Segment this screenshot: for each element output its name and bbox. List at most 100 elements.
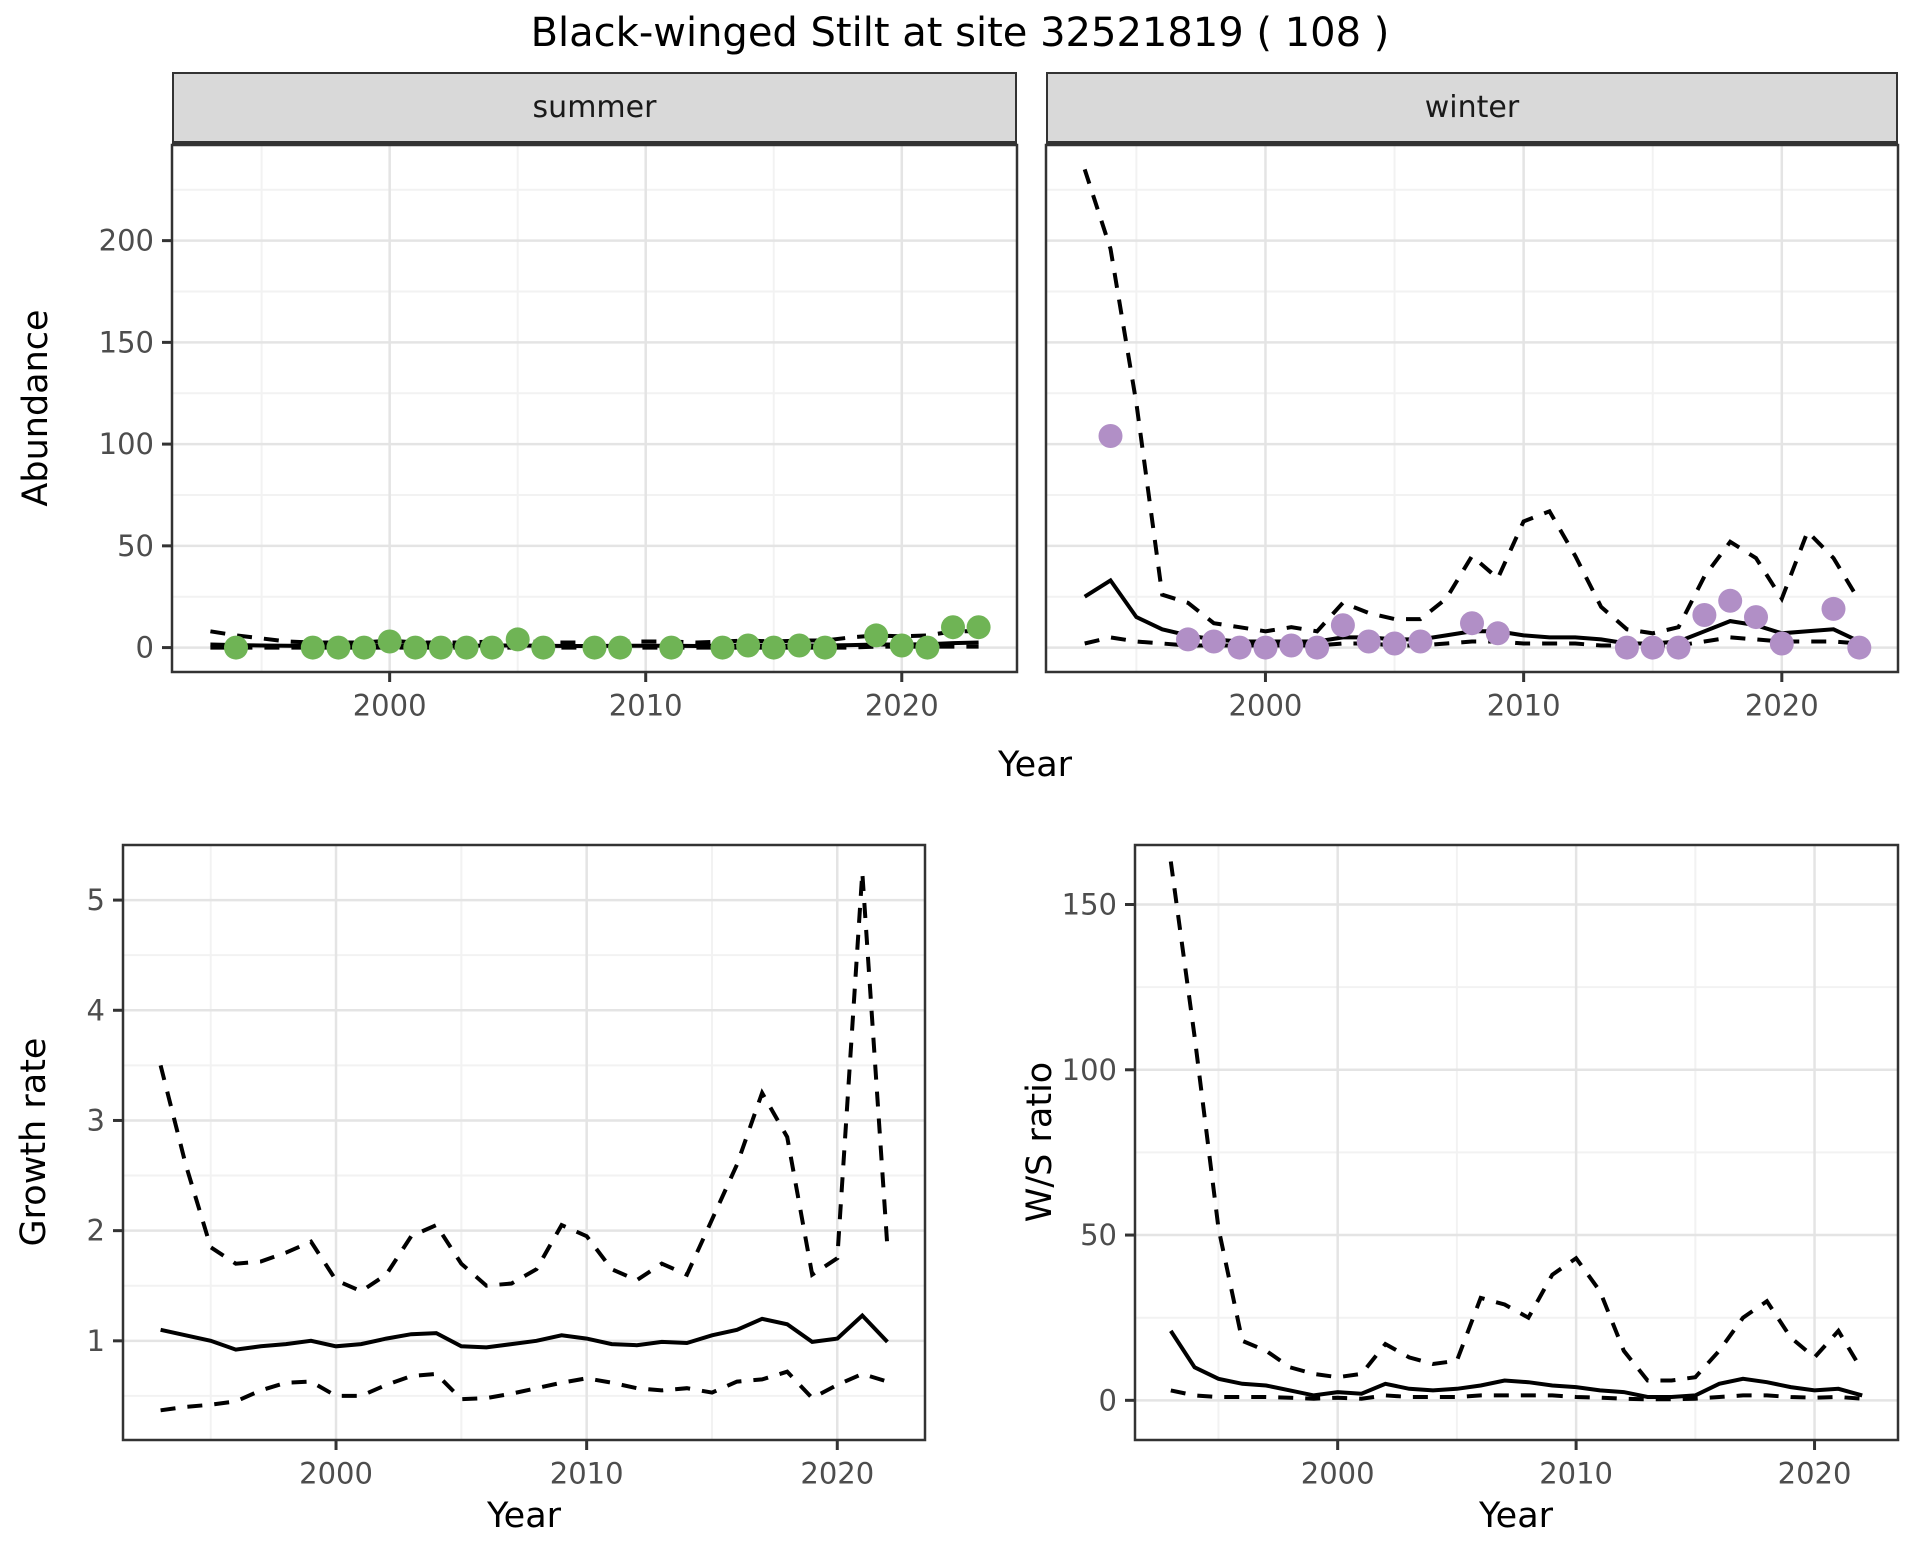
- abundance-summer-observed-counts-point: [736, 633, 761, 658]
- abundance-summer-observed-counts-point: [710, 635, 735, 660]
- growth-rate-lower-ci-line: [160, 1369, 888, 1413]
- abundance-winter-observed-counts-point: [1692, 603, 1717, 627]
- ws-ratio-panel-bg: [1135, 845, 1898, 1440]
- abundance-winter-observed-counts-point: [1201, 629, 1226, 654]
- abundance-winter-observed-counts-point: [1253, 635, 1278, 660]
- abundance-winter-x-tick-label: 2000: [1229, 689, 1303, 723]
- abundance-summer-observed-counts-point: [864, 623, 889, 648]
- abundance-summer-observed-counts-point: [608, 635, 633, 660]
- abundance-summer-observed-counts-point: [377, 629, 402, 654]
- facet-strip-summer-label: summer: [532, 90, 657, 125]
- abundance-winter-observed-counts-point: [1408, 629, 1433, 654]
- growth-rate-y-tick-label: 3: [87, 1103, 105, 1137]
- abundance-winter-panel-border: [1044, 143, 1900, 674]
- abundance-summer-observed-counts-point: [352, 635, 376, 660]
- ws-ratio-y-tick-label: 150: [1062, 888, 1117, 922]
- abundance-winter-observed-counts-point: [1744, 605, 1768, 630]
- abundance-winter-observed-counts-point: [1821, 596, 1846, 621]
- growth-rate-y-tick-label: 1: [87, 1324, 105, 1358]
- abundance-winter-observed-counts-point: [1460, 611, 1484, 636]
- abundance-summer-y-tick-label: 100: [99, 427, 154, 461]
- growth-rate-x-tick-label: 2000: [299, 1457, 373, 1491]
- ws-ratio-x-tick-label: 2010: [1539, 1457, 1613, 1491]
- ws-ratio-model-fit-line: [1169, 1329, 1863, 1399]
- growth-rate-y-tick-label: 4: [87, 993, 105, 1027]
- abundance-summer-observed-counts-point: [659, 635, 684, 660]
- abundance-winter-observed-counts-point: [1485, 621, 1510, 646]
- abundance-summer-observed-counts-point: [889, 633, 914, 658]
- abundance-winter-x-tick-label: 2020: [1745, 689, 1819, 723]
- abundance-summer-observed-counts-point: [915, 635, 940, 660]
- abundance-summer-observed-counts-point: [941, 615, 965, 640]
- abundance-summer-observed-counts-point: [966, 615, 991, 640]
- abundance-summer-x-tick-label: 2010: [609, 689, 683, 723]
- ws-ratio-x-tick-label: 2020: [1778, 1457, 1852, 1491]
- abundance-winter-observed-counts-point: [1279, 633, 1304, 658]
- abundance-winter-observed-counts-point: [1382, 631, 1407, 656]
- ws-ratio-y-tick-label: 50: [1080, 1218, 1117, 1252]
- abundance-winter-x-tick-label: 2010: [1487, 689, 1561, 723]
- ws-ratio-y-tick-label: 0: [1099, 1383, 1117, 1417]
- abundance-summer-observed-counts-point: [300, 635, 325, 660]
- abundance-summer-y-tick-label: 0: [136, 631, 154, 665]
- abundance-winter-observed-counts-point: [1305, 635, 1330, 660]
- abundance-winter-lower-ci-line: [1084, 635, 1860, 648]
- abundance-winter-observed-counts-point: [1098, 424, 1123, 448]
- ws-year-axis-title: Year: [1478, 1496, 1554, 1536]
- abundance-summer-observed-counts-point: [505, 627, 530, 652]
- ws-ratio-upper-ci-line: [1168, 861, 1864, 1383]
- abundance-summer-observed-counts-point: [582, 635, 607, 660]
- abundance-winter-observed-counts-point: [1176, 627, 1200, 652]
- facet-strip-summer: summer: [172, 72, 1017, 145]
- figure-title: Black-winged Stilt at site 32521819 ( 10…: [530, 10, 1390, 56]
- abundance-summer-x-tick-label: 2020: [865, 689, 939, 723]
- growth-rate-x-tick-label: 2010: [550, 1457, 624, 1491]
- abundance-summer-y-tick-label: 200: [99, 224, 154, 258]
- abundance-winter-observed-counts-point: [1640, 635, 1665, 660]
- abundance-summer-panel-bg: [172, 145, 1017, 672]
- growth-year-axis-title: Year: [486, 1496, 562, 1536]
- abundance-summer-x-tick-label: 2000: [353, 689, 427, 723]
- abundance-winter-observed-counts-point: [1330, 613, 1355, 638]
- growth-rate-panel-border: [121, 843, 927, 1442]
- abundance-summer-panel-border: [170, 143, 1019, 674]
- abundance-winter-observed-counts-point: [1718, 588, 1743, 613]
- growth-rate-panel-bg: [123, 845, 925, 1440]
- ws-ratio-lower-ci-line: [1170, 1388, 1863, 1402]
- abundance-summer-observed-counts-point: [761, 635, 786, 660]
- growth-rate-axis-title: Growth rate: [14, 1037, 54, 1247]
- abundance-summer-observed-counts-point: [224, 635, 248, 660]
- abundance-summer-observed-counts-point: [454, 635, 479, 660]
- abundance-winter-panel-bg: [1046, 145, 1898, 672]
- abundance-winter-observed-counts-point: [1769, 631, 1794, 656]
- abundance-winter-observed-counts-point: [1356, 629, 1381, 654]
- abundance-summer-y-tick-label: 150: [99, 325, 154, 359]
- ws-ratio-axis-title: W/S ratio: [1020, 1061, 1060, 1223]
- abundance-summer-observed-counts-point: [326, 635, 351, 660]
- abundance-winter-observed-counts-point: [1227, 635, 1252, 660]
- facet-strip-winter: winter: [1046, 72, 1898, 145]
- facet-strip-winter-label: winter: [1424, 90, 1520, 125]
- abundance-summer-observed-counts-point: [480, 635, 505, 660]
- abundance-summer-observed-counts-point: [813, 635, 837, 660]
- abundance-axis-title: Abundance: [16, 309, 56, 507]
- growth-rate-x-tick-label: 2020: [800, 1457, 874, 1491]
- top-year-axis-title: Year: [997, 745, 1073, 785]
- abundance-summer-y-tick-label: 50: [117, 529, 154, 563]
- ws-ratio-x-tick-label: 2000: [1301, 1457, 1375, 1491]
- ws-ratio-y-tick-label: 100: [1062, 1053, 1117, 1087]
- abundance-summer-observed-counts-point: [531, 635, 556, 660]
- growth-rate-y-tick-label: 2: [87, 1214, 105, 1248]
- abundance-winter-observed-counts-point: [1847, 635, 1872, 660]
- abundance-summer-observed-counts-point: [403, 635, 428, 660]
- ws-ratio-panel-border: [1133, 843, 1900, 1442]
- growth-rate-model-fit-line: [160, 1312, 889, 1352]
- abundance-winter-observed-counts-point: [1614, 635, 1639, 660]
- growth-rate-y-tick-label: 5: [87, 883, 105, 917]
- abundance-summer-observed-counts-point: [428, 635, 453, 660]
- abundance-summer-observed-counts-point: [787, 633, 812, 658]
- abundance-winter-observed-counts-point: [1666, 635, 1691, 660]
- abundance-winter-upper-ci-line: [1082, 168, 1862, 636]
